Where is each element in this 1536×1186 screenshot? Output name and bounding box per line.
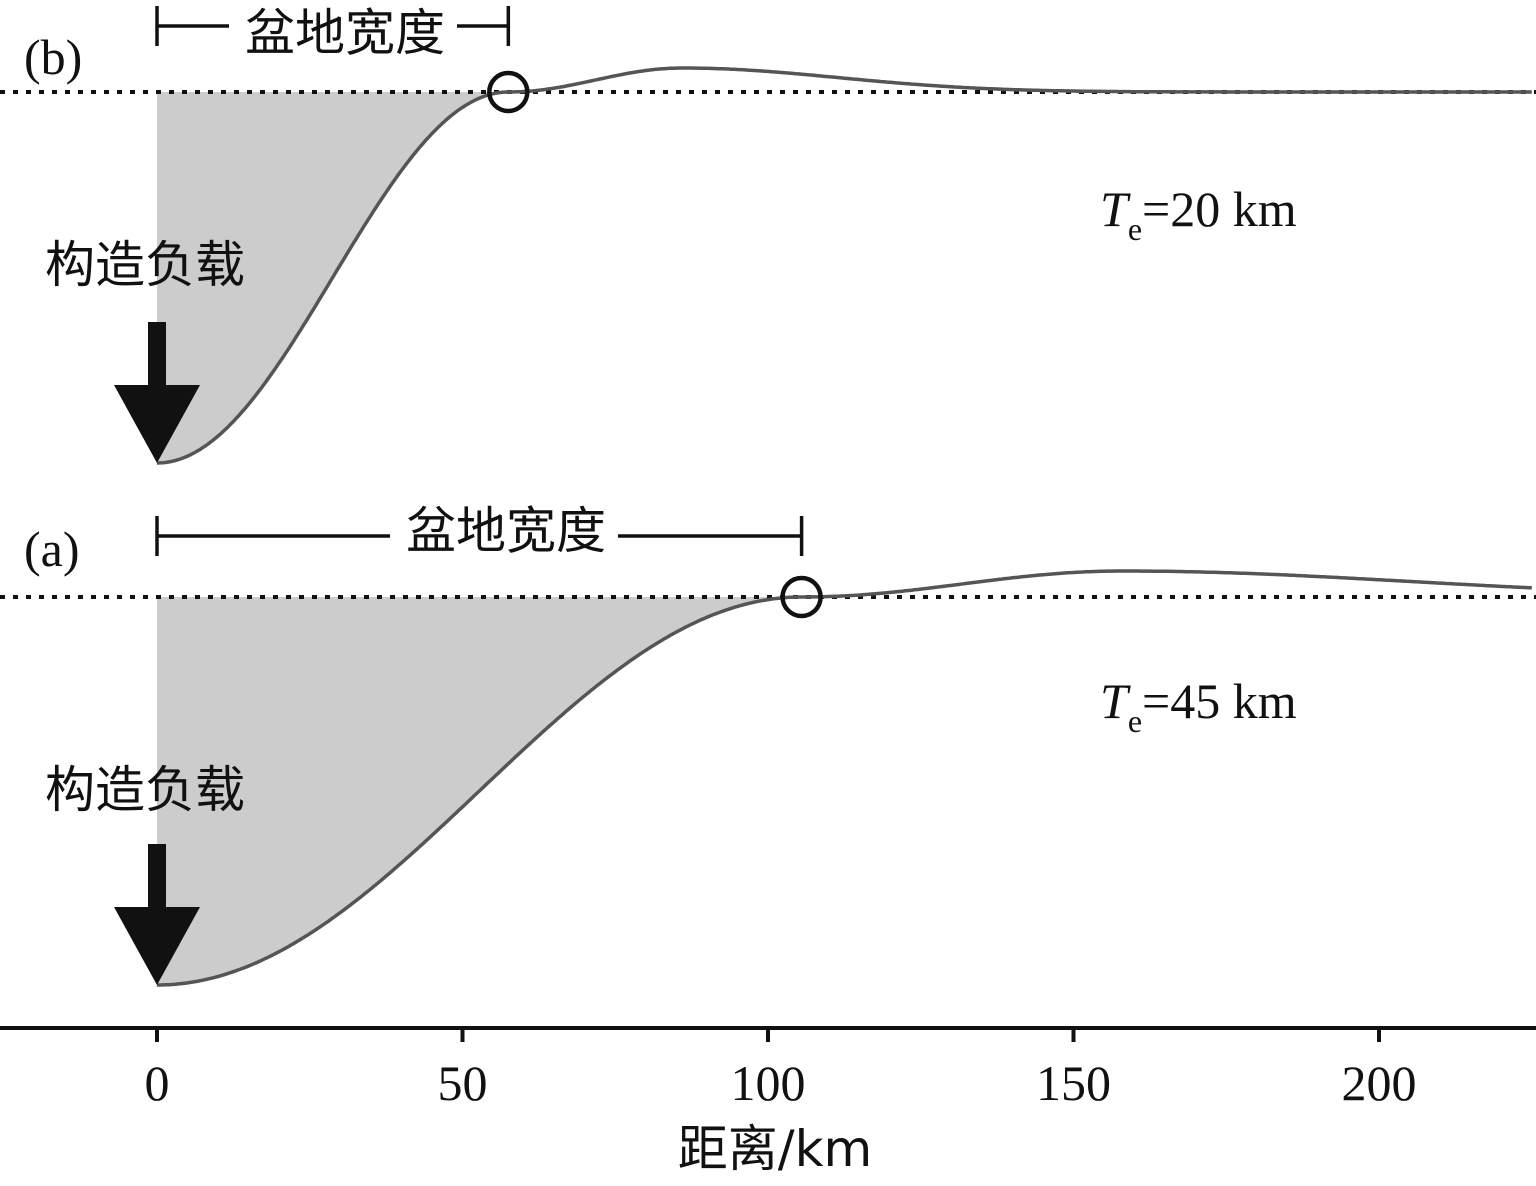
te-subscript-a: e bbox=[1128, 703, 1142, 739]
tectonic-load-label-b: 构造负载 bbox=[45, 236, 245, 294]
x-ticks: 0 50 100 150 200 bbox=[145, 1028, 1417, 1111]
basin-edge-marker-b bbox=[487, 70, 530, 114]
x-axis: 0 50 100 150 200 距离/km bbox=[0, 1026, 1536, 1178]
te-subscript-b: e bbox=[1128, 211, 1142, 247]
x-tick-label-0: 0 bbox=[145, 1055, 170, 1111]
x-tick-label-150: 150 bbox=[1036, 1055, 1111, 1111]
panel-label-b: (b) bbox=[24, 29, 82, 85]
x-tick-label-100: 100 bbox=[731, 1055, 806, 1111]
x-tick-label-50: 50 bbox=[438, 1055, 488, 1111]
panel-label-a: (a) bbox=[24, 521, 80, 577]
te-label-b: Te=20 km bbox=[1100, 181, 1297, 247]
te-label-a: Te=45 km bbox=[1100, 673, 1297, 739]
basin-width-label-a: 盆地宽度 bbox=[406, 502, 606, 560]
basin-edge-marker-a bbox=[780, 575, 823, 619]
panel-b: 盆地宽度 (b) Te=20 km 构造负载 bbox=[0, 4, 1536, 465]
x-tick-label-200: 200 bbox=[1342, 1055, 1417, 1111]
load-arrow-b bbox=[114, 322, 200, 463]
te-symbol-a: T bbox=[1100, 673, 1131, 729]
deflection-curve-a bbox=[157, 569, 1532, 987]
tectonic-load-label-a: 构造负载 bbox=[45, 761, 245, 819]
x-axis-label: 距离/km bbox=[678, 1120, 873, 1178]
basin-width-bracket-a bbox=[155, 516, 804, 556]
te-symbol-b: T bbox=[1100, 181, 1131, 237]
te-value-a: =45 km bbox=[1142, 673, 1297, 729]
basin-width-label-b: 盆地宽度 bbox=[245, 4, 445, 62]
load-arrow-a bbox=[114, 844, 200, 985]
panel-a: 盆地宽度 (a) Te=45 km 构造负载 bbox=[0, 502, 1536, 987]
deflection-curve-b bbox=[156, 66, 1532, 465]
basin-width-bracket-b bbox=[155, 6, 511, 46]
te-value-b: =20 km bbox=[1142, 181, 1297, 237]
